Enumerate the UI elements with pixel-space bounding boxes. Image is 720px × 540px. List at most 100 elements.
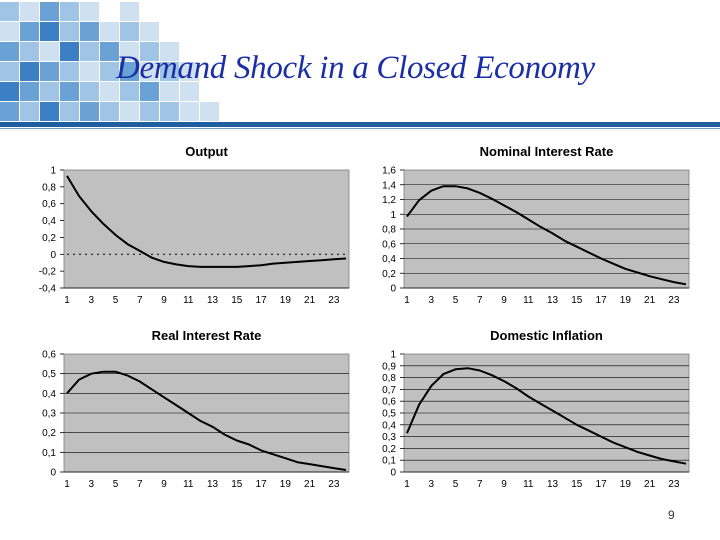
mosaic-tile xyxy=(80,2,99,21)
x-tick-label: 5 xyxy=(453,295,459,306)
x-tick-label: 5 xyxy=(113,295,119,306)
y-tick-label: 0,1 xyxy=(42,448,56,459)
y-tick-label: 0,9 xyxy=(382,361,396,372)
y-tick-label: 1 xyxy=(390,210,396,221)
y-tick-label: 0,1 xyxy=(382,456,396,467)
header-rule-thin xyxy=(0,128,720,129)
y-tick-label: -0,4 xyxy=(39,284,57,295)
x-tick-label: 11 xyxy=(183,479,194,490)
mosaic-tile xyxy=(60,62,79,81)
mosaic-tile xyxy=(100,82,119,101)
mosaic-graphic xyxy=(0,2,219,121)
y-tick-label: 0,6 xyxy=(42,350,56,361)
mosaic-tile xyxy=(100,22,119,41)
y-tick-label: -0,2 xyxy=(39,267,57,278)
mosaic-tile xyxy=(40,2,59,21)
y-tick-label: 0,2 xyxy=(382,269,396,280)
mosaic-tile xyxy=(120,42,139,61)
mosaic-tile xyxy=(160,62,179,81)
mosaic-tile xyxy=(20,62,39,81)
series-line xyxy=(66,370,347,471)
y-tick-label: 0 xyxy=(390,284,396,295)
x-tick-label: 17 xyxy=(596,479,608,490)
x-tick-label: 23 xyxy=(668,479,680,490)
x-tick-label: 21 xyxy=(304,295,316,306)
domestic-inflation-chart-panel: Domestic Inflation 1 0,9 0,8 0,7 0,6 0,5 0,4 0,3… xyxy=(360,324,695,499)
mosaic-tile xyxy=(180,102,199,121)
x-tick-label: 17 xyxy=(256,479,268,490)
x-tick-label: 5 xyxy=(113,479,119,490)
series-line xyxy=(406,185,687,286)
mosaic-tile xyxy=(120,22,139,41)
mosaic-tile xyxy=(0,82,19,101)
mosaic-tile xyxy=(120,102,139,121)
chart-title: Output xyxy=(185,144,228,159)
mosaic-tile xyxy=(40,102,59,121)
x-tick-label: 13 xyxy=(207,295,219,306)
y-tick-label: 0,4 xyxy=(42,389,56,400)
y-tick-label: 0,3 xyxy=(42,409,56,420)
x-tick-label: 21 xyxy=(644,479,656,490)
x-tick-label: 1 xyxy=(404,479,410,490)
y-tick-label: 1 xyxy=(50,166,56,177)
x-tick-label: 7 xyxy=(477,479,483,490)
x-tick-label: 21 xyxy=(644,295,656,306)
mosaic-tile xyxy=(40,62,59,81)
x-tick-label: 23 xyxy=(668,295,680,306)
y-tick-label: 0,6 xyxy=(382,397,396,408)
mosaic-tile xyxy=(180,82,199,101)
x-tick-label: 11 xyxy=(523,295,534,306)
x-tick-label: 15 xyxy=(231,479,243,490)
y-tick-label: 0,4 xyxy=(382,254,396,265)
mosaic-tile xyxy=(100,102,119,121)
mosaic-tile xyxy=(60,102,79,121)
y-tick-label: 0 xyxy=(390,468,396,479)
y-tick-label: 1,4 xyxy=(382,180,396,191)
mosaic-tile xyxy=(100,42,119,61)
mosaic-tile xyxy=(120,2,139,21)
x-tick-label: 1 xyxy=(64,295,70,306)
y-tick-label: 0,7 xyxy=(382,385,396,396)
x-tick-label: 5 xyxy=(453,479,459,490)
x-tick-label: 15 xyxy=(571,295,583,306)
mosaic-tile xyxy=(0,22,19,41)
mosaic-tile xyxy=(80,82,99,101)
plot-area xyxy=(63,169,350,289)
x-tick-label: 1 xyxy=(64,479,70,490)
x-tick-label: 3 xyxy=(428,295,434,306)
mosaic-tile xyxy=(160,102,179,121)
mosaic-tile xyxy=(40,82,59,101)
y-tick-label: 0,2 xyxy=(42,428,56,439)
series-line xyxy=(66,175,347,268)
x-tick-label: 13 xyxy=(547,479,559,490)
output-chart-panel: Output 1 0,8 0,6 0,4 0,2 0 -0,2 -0,4 1 3 5 7 9 11 13 15 1… xyxy=(20,140,355,315)
y-tick-label: 0,4 xyxy=(42,216,56,227)
series-line xyxy=(406,367,687,465)
mosaic-tile xyxy=(80,62,99,81)
mosaic-tile xyxy=(20,102,39,121)
y-tick-label: 0,8 xyxy=(42,182,56,193)
x-tick-label: 21 xyxy=(304,479,316,490)
mosaic-tile xyxy=(140,82,159,101)
x-tick-label: 11 xyxy=(523,479,534,490)
mosaic-tile xyxy=(60,42,79,61)
x-tick-label: 3 xyxy=(428,479,434,490)
x-tick-label: 15 xyxy=(571,479,583,490)
y-tick-label: 0 xyxy=(50,468,56,479)
chart-title: Real Interest Rate xyxy=(152,328,262,343)
header-rule xyxy=(0,122,720,127)
real-interest-rate-chart-panel: Real Interest Rate 0,6 0,5 0,4 0,3 0,2 0,1 0 1 3 5… xyxy=(20,324,355,499)
x-tick-label: 17 xyxy=(596,295,608,306)
chart-title: Nominal Interest Rate xyxy=(480,144,614,159)
mosaic-tile xyxy=(60,2,79,21)
chart-title: Domestic Inflation xyxy=(490,328,603,343)
y-tick-label: 0,5 xyxy=(42,369,56,380)
y-tick-label: 1 xyxy=(390,350,396,361)
header-mosaic-decoration xyxy=(0,0,300,125)
mosaic-tile xyxy=(140,102,159,121)
nominal-interest-rate-chart: Nominal Interest Rate 1,6 1,4 1,2 1 0,8 0,6 0,4… xyxy=(382,144,690,306)
x-tick-label: 19 xyxy=(280,479,292,490)
x-tick-label: 15 xyxy=(231,295,243,306)
mosaic-tile xyxy=(100,62,119,81)
